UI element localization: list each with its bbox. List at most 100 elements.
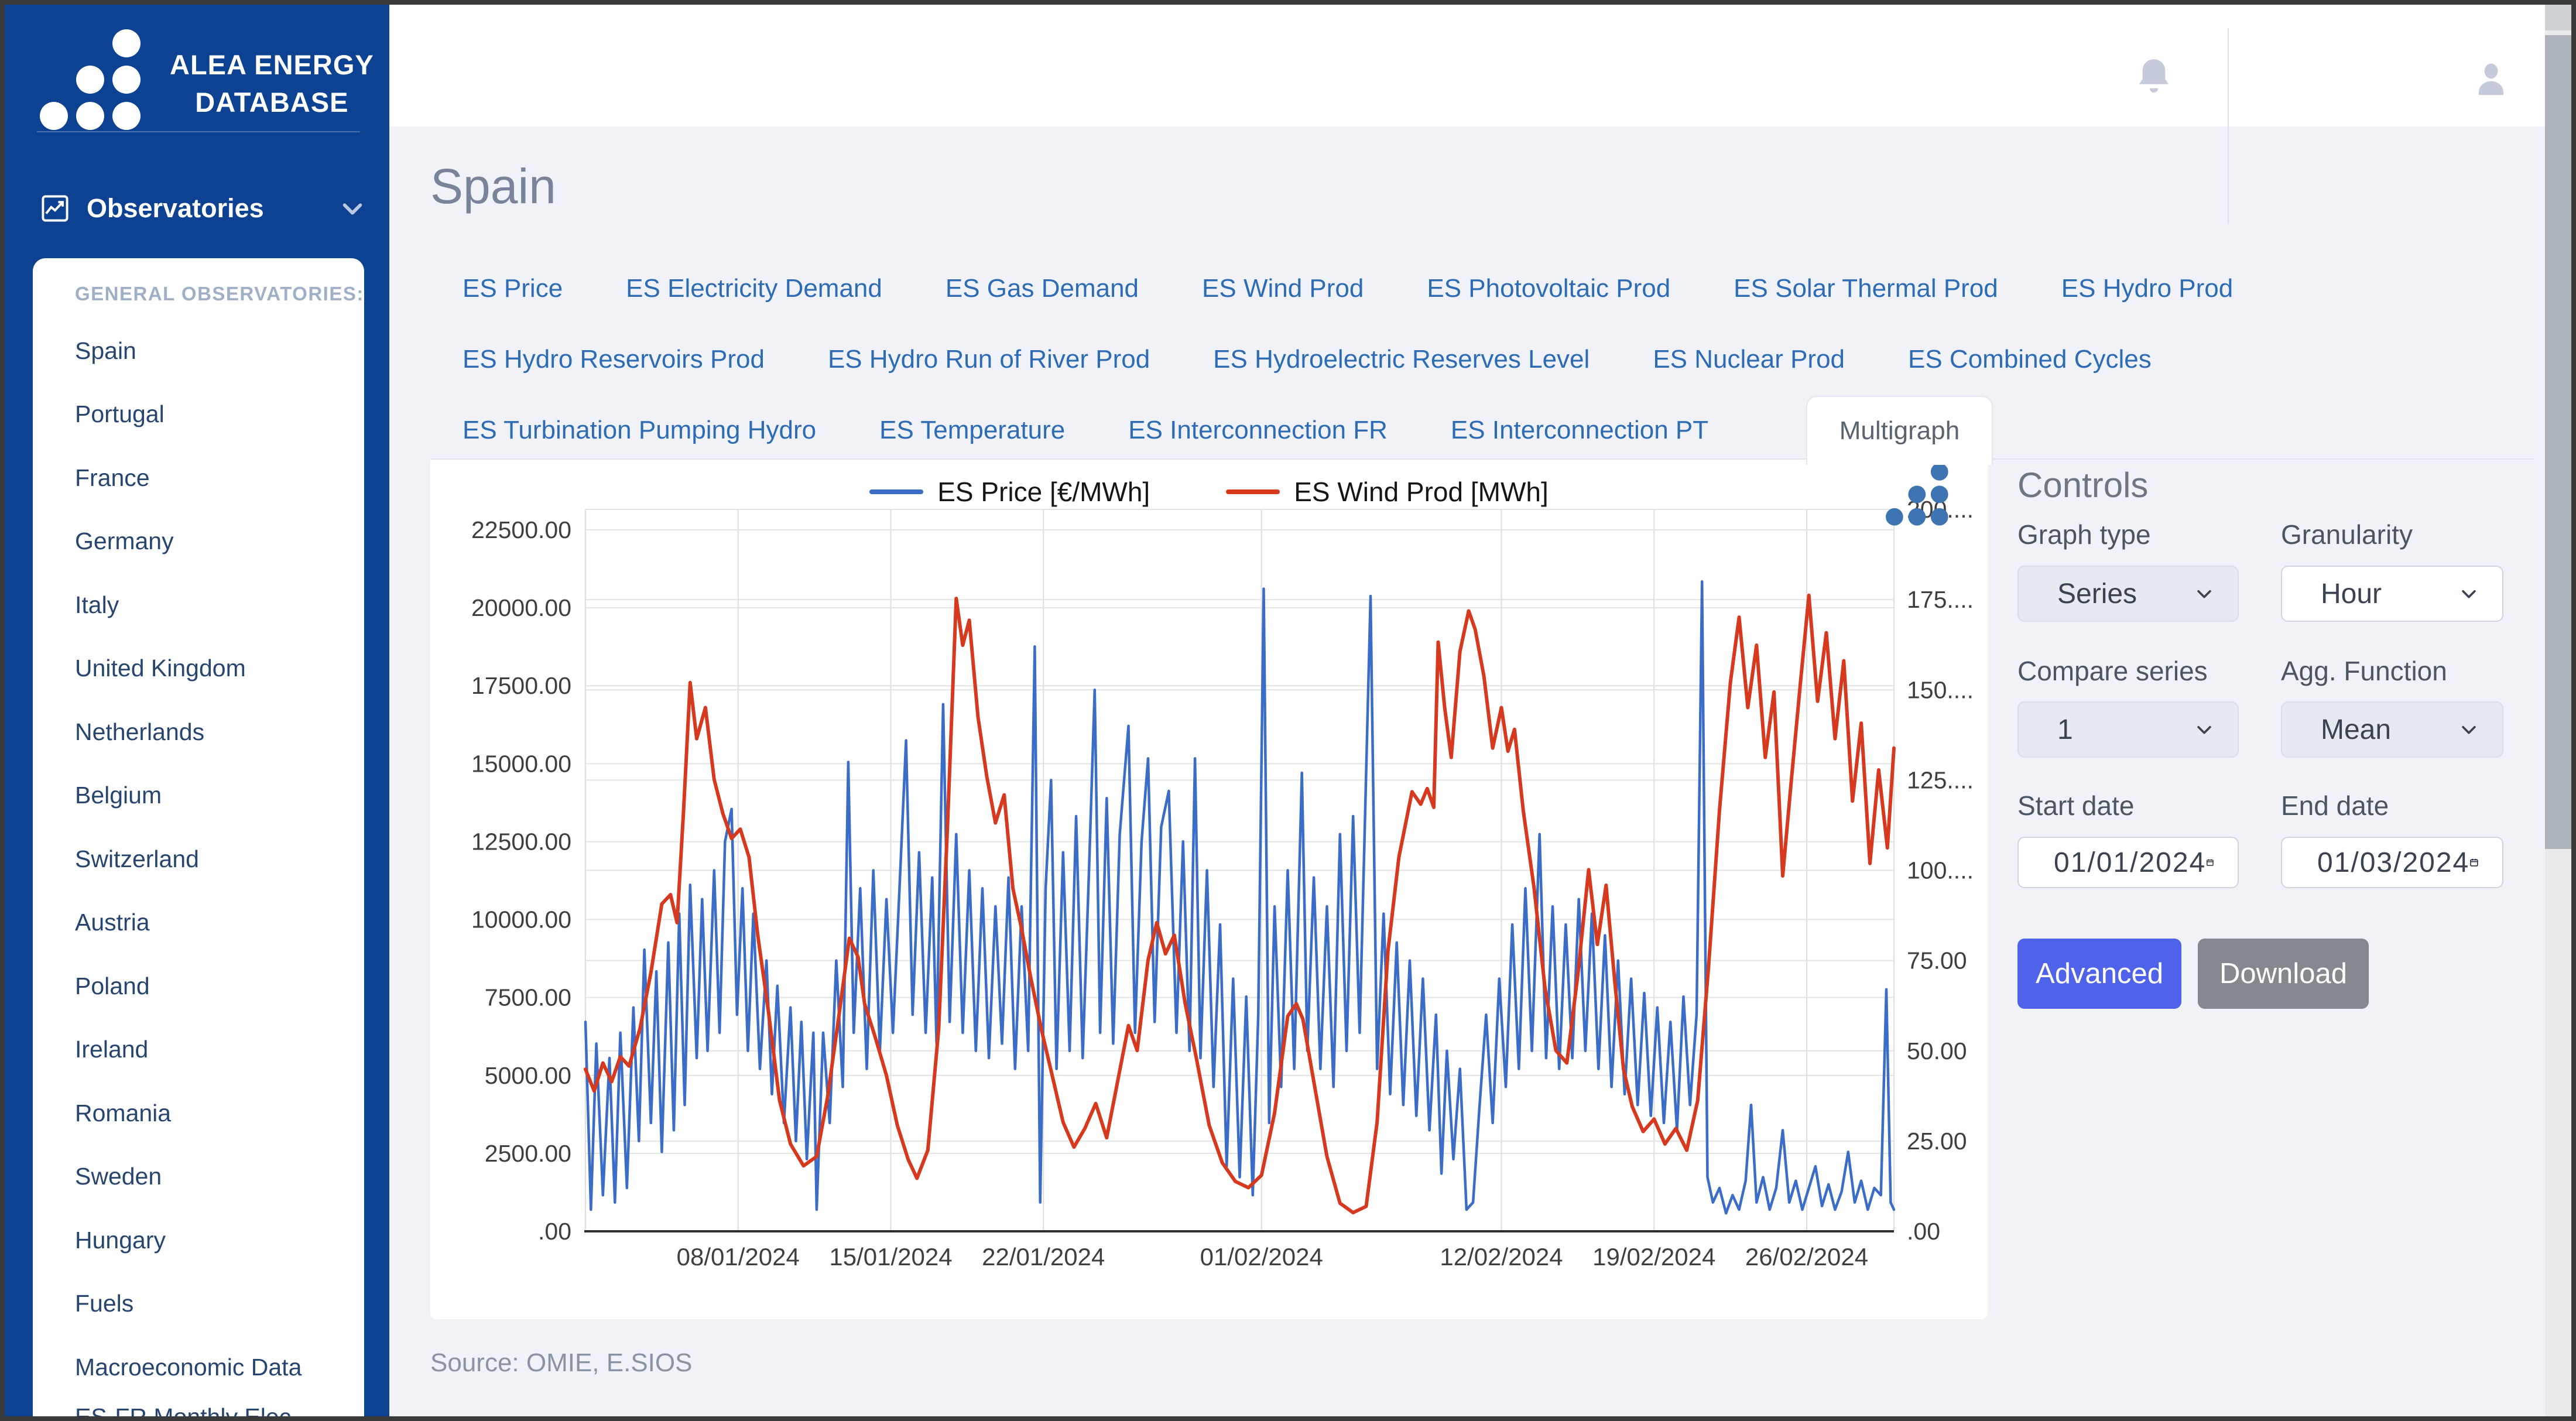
tab-es-price[interactable]: ES Price <box>463 274 563 303</box>
x-tick-label: 22/01/2024 <box>982 1243 1105 1271</box>
tab-row-1: ES Price ES Electricity Demand ES Gas Dema… <box>463 268 2498 309</box>
sidebar-item[interactable]: Portugal <box>75 400 165 428</box>
graph-type-select[interactable]: Series <box>2017 566 2239 622</box>
scrollbar-thumb[interactable] <box>2545 35 2571 849</box>
calendar-icon <box>2470 858 2478 867</box>
tab-es-hydroelectric-reserves-level[interactable]: ES Hydroelectric Reserves Level <box>1213 345 1590 374</box>
notifications-button[interactable] <box>2137 56 2171 98</box>
y-left-tick-label: 7500.00 <box>485 984 571 1011</box>
source-note: Source: OMIE, E.SIOS <box>430 1348 693 1377</box>
header-divider <box>2228 28 2229 224</box>
tab-es-photovoltaic-prod[interactable]: ES Photovoltaic Prod <box>1427 274 1671 303</box>
tab-es-wind-prod[interactable]: ES Wind Prod <box>1202 274 1364 303</box>
sidebar-item[interactable]: Italy <box>75 591 119 618</box>
tab-es-interconnection-fr[interactable]: ES Interconnection FR <box>1128 416 1388 444</box>
x-tick-label: 15/01/2024 <box>829 1243 952 1271</box>
start-date-input[interactable]: 01/01/2024 <box>2017 837 2239 888</box>
sidebar-item[interactable]: Belgium <box>75 782 162 809</box>
end-date-input[interactable]: 01/03/2024 <box>2281 837 2503 888</box>
legend-label: ES Wind Prod [MWh] <box>1294 477 1549 507</box>
y-right-tick-label: 150.... <box>1907 676 1974 703</box>
tab-es-turbination-pumping-hydro[interactable]: ES Turbination Pumping Hydro <box>463 416 817 444</box>
y-right-tick-label: 100.... <box>1907 857 1974 884</box>
legend-label: ES Price [€/MWh] <box>937 477 1150 507</box>
compare-series-select[interactable]: 1 <box>2017 701 2239 758</box>
user-icon <box>2478 63 2504 95</box>
chart-line-icon <box>42 195 68 222</box>
granularity-value: Hour <box>2321 578 2382 610</box>
sidebar-item[interactable]: United Kingdom <box>75 655 246 682</box>
chevron-down-icon <box>2462 725 2476 734</box>
sidebar-item[interactable]: Spain <box>75 337 136 364</box>
agg-function-label: Agg. Function <box>2281 656 2447 686</box>
y-left-tick-label: 5000.00 <box>485 1062 571 1089</box>
brand-title: ALEA ENERGY DATABASE <box>170 46 374 121</box>
x-tick-label: 19/02/2024 <box>1592 1243 1715 1271</box>
advanced-button[interactable]: Advanced <box>2017 939 2181 1009</box>
tab-es-interconnection-pt[interactable]: ES Interconnection PT <box>1450 416 1709 444</box>
sidebar-item[interactable]: Ireland <box>75 1036 149 1063</box>
es-price-mwh--line <box>584 580 1896 1215</box>
x-tick-label: 12/02/2024 <box>1440 1243 1563 1271</box>
tab-es-electricity-demand[interactable]: ES Electricity Demand <box>626 274 882 303</box>
y-left-tick-label: 22500.00 <box>471 516 571 543</box>
sidebar-item-label: Observatories <box>87 193 264 223</box>
sidebar-item[interactable]: Germany <box>75 528 174 555</box>
y-left-tick-label: 15000.00 <box>471 750 571 777</box>
download-button[interactable]: Download <box>2198 939 2369 1009</box>
scrollbar-up-arrow[interactable] <box>2545 5 2571 30</box>
sidebar-item[interactable]: Sweden <box>75 1163 162 1190</box>
tab-row-3: ES Turbination Pumping Hydro ES Temperatu… <box>463 410 2498 451</box>
tab-es-nuclear-prod[interactable]: ES Nuclear Prod <box>1653 345 1845 374</box>
sidebar-item[interactable]: Macroeconomic Data <box>75 1353 302 1381</box>
y-right-tick-label: 175.... <box>1907 586 1974 613</box>
graph-type-label: Graph type <box>2017 519 2151 550</box>
y-right-tick-label: 50.00 <box>1907 1037 1967 1064</box>
sidebar: ALEA ENERGY DATABASE Observatories GENER… <box>5 5 389 1416</box>
y-right-tick-label: 25.00 <box>1907 1128 1967 1155</box>
sidebar-item[interactable]: Hungary <box>75 1226 166 1254</box>
sidebar-item[interactable]: France <box>75 464 150 491</box>
observatories-list: Spain Portugal France Germany Italy United Ki… <box>33 319 364 1416</box>
tab-es-combined-cycles[interactable]: ES Combined Cycles <box>1908 345 2152 374</box>
tab-es-temperature[interactable]: ES Temperature <box>879 416 1066 444</box>
page-scrollbar[interactable] <box>2545 5 2571 1416</box>
brand: ALEA ENERGY DATABASE <box>40 29 374 138</box>
sidebar-item[interactable]: ES-FR Monthly Elec. Futures <box>33 1399 364 1416</box>
tab-es-solar-thermal-prod[interactable]: ES Solar Thermal Prod <box>1734 274 1998 303</box>
sidebar-item[interactable]: Poland <box>75 972 150 999</box>
chart-legend: ES Price [€/MWh] ES Wind Prod [MWh] <box>430 476 1988 508</box>
x-tick-label: 01/02/2024 <box>1200 1243 1323 1271</box>
sidebar-item[interactable]: Romania <box>75 1099 172 1126</box>
chevron-down-icon <box>2197 725 2211 734</box>
tab-row-2: ES Hydro Reservoirs Prod ES Hydro Run of … <box>463 339 2498 380</box>
x-tick-label: 08/01/2024 <box>677 1243 800 1271</box>
compare-series-value: 1 <box>2057 714 2073 745</box>
multigraph-chart[interactable]: 22500.00 20000.00 17500.00 15000.00 12500.00… <box>430 460 1988 1319</box>
tab-es-hydro-prod[interactable]: ES Hydro Prod <box>2061 274 2234 303</box>
y-left-tick-label: 20000.00 <box>471 594 571 621</box>
y-left-tick-label: 10000.00 <box>471 906 571 933</box>
tab-es-hydro-reservoirs-prod[interactable]: ES Hydro Reservoirs Prod <box>463 345 765 374</box>
y-right-tick-label: 75.00 <box>1907 947 1967 974</box>
legend-swatch <box>1226 489 1280 494</box>
end-date-label: End date <box>2281 790 2389 821</box>
sidebar-item[interactable]: Switzerland <box>75 845 199 872</box>
chevron-down-icon <box>2197 590 2211 598</box>
brand-line2: DATABASE <box>195 87 349 118</box>
sidebar-item[interactable]: Fuels <box>75 1290 134 1317</box>
tab-es-gas-demand[interactable]: ES Gas Demand <box>945 274 1139 303</box>
granularity-select[interactable]: Hour <box>2281 566 2503 622</box>
tab-multigraph-active[interactable]: Multigraph <box>1806 396 1993 465</box>
tabs-bottom-border <box>430 458 2535 460</box>
calendar-icon <box>2207 859 2214 866</box>
tab-es-hydro-run-of-river-prod[interactable]: ES Hydro Run of River Prod <box>827 345 1150 374</box>
brand-line1: ALEA ENERGY <box>170 49 374 80</box>
account-button[interactable] <box>2474 61 2509 100</box>
granularity-label: Granularity <box>2281 519 2413 550</box>
sidebar-item-observatories[interactable]: Observatories <box>40 187 366 230</box>
sidebar-item[interactable]: Austria <box>75 909 150 936</box>
sidebar-item[interactable]: Netherlands <box>75 718 205 745</box>
alea-dots-logo-icon <box>40 29 149 138</box>
agg-function-select[interactable]: Mean <box>2281 701 2503 758</box>
